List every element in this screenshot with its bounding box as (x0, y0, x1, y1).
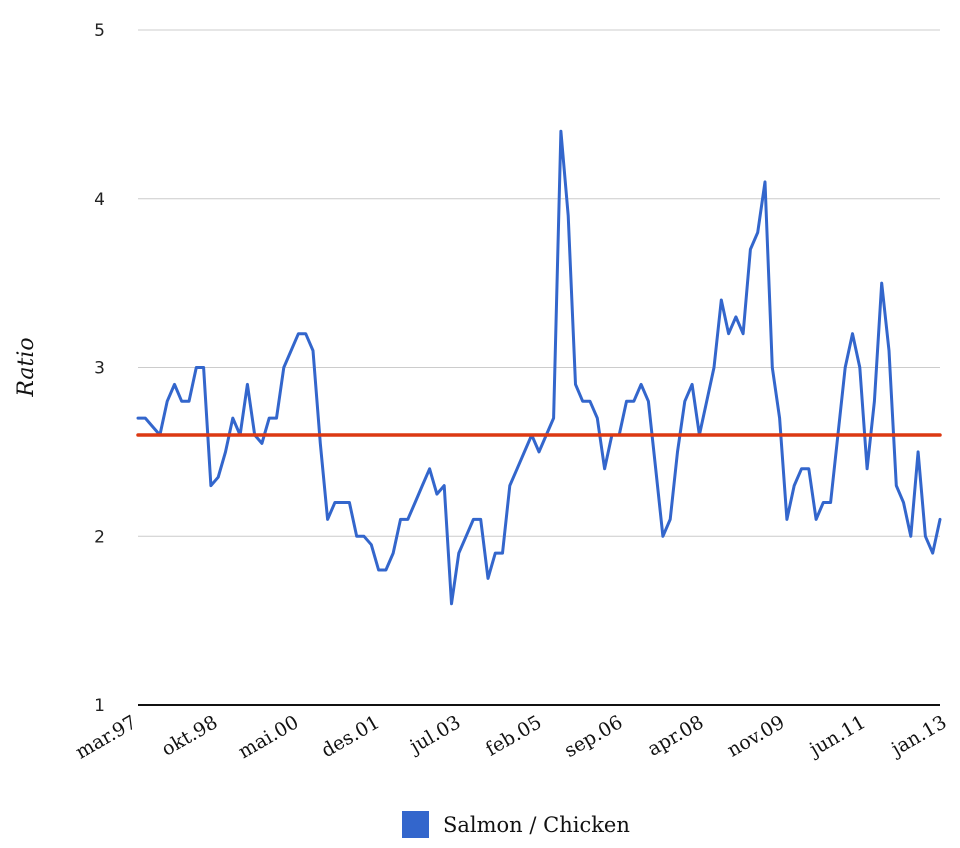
y-tick-label: 3 (94, 359, 105, 379)
x-tick-label: sep.06 (561, 711, 627, 762)
x-tick-label: mar.97 (72, 711, 141, 763)
legend-label-salmon-chicken: Salmon / Chicken (443, 813, 630, 837)
legend: Salmon / Chicken (402, 811, 630, 838)
x-tick-label: jan.13 (886, 711, 950, 761)
y-tick-label: 4 (94, 190, 105, 210)
x-tick-label: jul.03 (405, 711, 465, 758)
series-line-salmon-chicken (136, 129, 942, 606)
x-tick-label: okt.98 (158, 711, 222, 760)
x-tick-label: mai.00 (235, 711, 303, 763)
legend-swatch-salmon-chicken (402, 811, 429, 838)
y-tick-label: 2 (94, 527, 105, 547)
y-axis-ticks: 1 2 3 4 5 (94, 21, 105, 716)
x-tick-label: des.01 (318, 711, 384, 762)
y-tick-label: 5 (94, 21, 105, 41)
x-tick-label: apr.08 (644, 711, 708, 760)
gridlines (138, 29, 940, 537)
series-layer (136, 129, 942, 606)
x-axis-ticks: mar.97 okt.98 mai.00 des.01 jul.03 feb.05 sep.… (72, 711, 951, 763)
x-tick-label: nov.09 (723, 711, 788, 761)
y-axis-label: Ratio (14, 337, 39, 397)
x-tick-label: feb.05 (482, 711, 546, 760)
y-tick-label: 1 (94, 696, 105, 716)
x-tick-label: jun.11 (804, 711, 869, 761)
